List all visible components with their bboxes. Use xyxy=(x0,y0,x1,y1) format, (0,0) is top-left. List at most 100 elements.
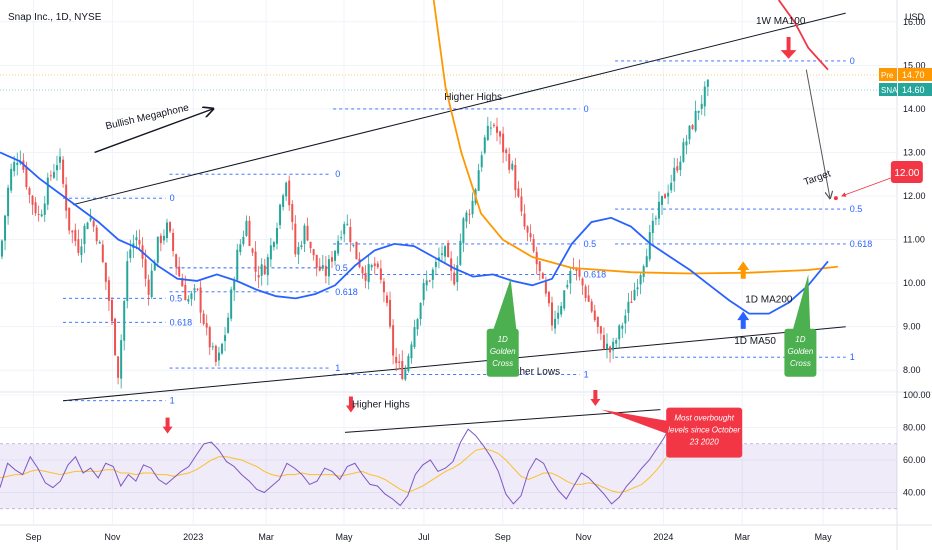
fib-level-label: 0.5 xyxy=(170,293,183,303)
candle-body xyxy=(275,228,278,244)
candle-body xyxy=(4,215,7,241)
candle-body xyxy=(34,202,37,214)
target-pointer xyxy=(841,177,891,197)
candle-body xyxy=(306,225,309,241)
candle-body xyxy=(382,281,385,293)
candle-body xyxy=(245,220,248,236)
candle-body xyxy=(618,325,621,340)
candle-body xyxy=(450,258,453,271)
rsi-red-arrow xyxy=(162,417,173,434)
candle-body xyxy=(147,279,150,295)
candle-body xyxy=(636,287,639,290)
candle-body xyxy=(233,280,236,291)
golden-cross-text: Cross xyxy=(790,359,811,368)
candle-body xyxy=(505,149,508,154)
candle-body xyxy=(502,133,505,153)
candle-body xyxy=(434,262,437,268)
projection-arrow xyxy=(805,69,830,199)
candle-body xyxy=(462,218,465,244)
time-tick-label: Mar xyxy=(258,532,274,542)
currency-label: USD xyxy=(905,12,925,22)
candle-body xyxy=(208,327,211,348)
candle-body xyxy=(401,361,404,380)
candle-body xyxy=(162,235,165,241)
candle-body xyxy=(416,319,419,330)
candle-body xyxy=(83,225,86,245)
candle-body xyxy=(202,313,205,324)
price-tick-label: 10.00 xyxy=(903,278,926,288)
candle-body xyxy=(621,325,624,329)
candle-body xyxy=(676,166,679,171)
candle-body xyxy=(239,244,242,252)
candle-body xyxy=(511,163,514,170)
candle-body xyxy=(248,220,251,246)
candle-body xyxy=(37,213,40,215)
rsi-annotations: Higher Highs Most overbought levels since … xyxy=(162,390,743,458)
megaphone-arrow xyxy=(94,109,213,154)
candle-body xyxy=(120,340,123,379)
candle-body xyxy=(566,284,569,288)
candle-body xyxy=(31,195,34,205)
ma-line-1 xyxy=(777,0,829,71)
drawings xyxy=(805,69,838,201)
candle-body xyxy=(190,293,193,300)
fib-level-label: 0.5 xyxy=(850,204,863,214)
candle-body xyxy=(172,232,175,252)
rsi-axis[interactable]: 40.00 60.00 80.00 100.00 xyxy=(903,390,931,498)
target-box xyxy=(890,161,923,184)
candle-body xyxy=(43,203,46,215)
fib-level-label: 0 xyxy=(170,193,175,203)
candle-body xyxy=(547,291,550,304)
candle-body xyxy=(55,165,58,171)
candle-body xyxy=(389,299,392,327)
rsi-tick-label: 40.00 xyxy=(903,488,926,498)
candle-body xyxy=(376,263,379,268)
rsi-ma-line xyxy=(0,420,710,494)
candle-body xyxy=(630,301,633,303)
candle-body xyxy=(330,257,333,262)
candle-body xyxy=(16,162,19,165)
badge-pointer xyxy=(492,278,517,332)
candle-body xyxy=(343,224,346,235)
rsi-series xyxy=(0,413,897,510)
candle-body xyxy=(279,204,282,226)
candle-body xyxy=(425,280,428,286)
overbought-callout xyxy=(666,407,743,458)
candle-body xyxy=(661,195,664,205)
candle-body xyxy=(236,249,239,280)
candle-body xyxy=(129,249,132,259)
candle-body xyxy=(324,265,327,276)
candle-body xyxy=(282,195,285,207)
time-axis[interactable]: Sep Nov 2023 Mar May Jul Sep Nov 2024 Mar May xyxy=(26,532,833,542)
fib-level-label: 1 xyxy=(335,363,340,373)
price-label-bg xyxy=(898,68,932,81)
candle-body xyxy=(648,232,651,260)
time-tick-label: May xyxy=(815,532,833,542)
price-tick-label: 9.00 xyxy=(903,322,921,332)
candle-body xyxy=(499,131,502,137)
time-tick-label: May xyxy=(336,532,354,542)
candle-body xyxy=(447,243,450,258)
candle-body xyxy=(563,290,566,309)
price-axis[interactable]: 8.00 9.00 10.00 11.00 12.00 13.00 14.00 15.00 16… xyxy=(879,17,932,375)
candle-body xyxy=(220,343,223,354)
candle-body xyxy=(395,356,398,364)
candle-body xyxy=(40,214,43,217)
annotation-label: Higher Lows xyxy=(504,367,560,378)
candle-body xyxy=(153,262,156,271)
candle-body xyxy=(95,227,98,242)
candle-body xyxy=(52,171,55,178)
golden-cross-badge xyxy=(486,328,519,377)
fib-level-label: 0.618 xyxy=(584,269,607,279)
candle-body xyxy=(269,245,272,260)
candle-body xyxy=(59,156,62,163)
candle-body xyxy=(413,327,416,348)
fib-level-label: 0 xyxy=(850,56,855,66)
rsi-annotation: Higher Highs xyxy=(352,400,410,411)
candle-body xyxy=(569,270,572,284)
candle-body xyxy=(602,335,605,349)
overbought-text: 23 2020 xyxy=(689,438,719,447)
rsi-tick-label: 80.00 xyxy=(903,423,926,433)
candle-body xyxy=(361,267,364,274)
